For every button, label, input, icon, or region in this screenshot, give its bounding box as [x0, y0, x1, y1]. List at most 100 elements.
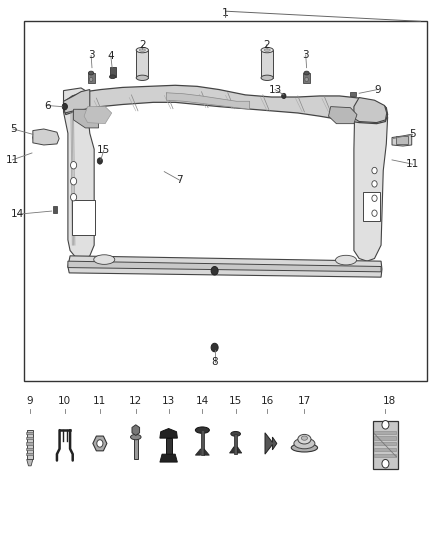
Circle shape — [89, 77, 93, 82]
Ellipse shape — [139, 49, 145, 51]
Bar — [26, 442, 33, 445]
Bar — [363, 192, 380, 221]
Polygon shape — [74, 109, 99, 128]
Ellipse shape — [298, 434, 311, 444]
Bar — [110, 67, 116, 77]
Polygon shape — [93, 436, 107, 451]
Circle shape — [71, 193, 77, 201]
Ellipse shape — [261, 47, 273, 53]
Bar — [396, 136, 408, 144]
Circle shape — [62, 103, 67, 110]
Bar — [26, 453, 33, 455]
Bar — [26, 432, 33, 434]
Circle shape — [372, 195, 377, 201]
Text: 9: 9 — [26, 396, 33, 406]
Polygon shape — [132, 425, 140, 435]
Text: 8: 8 — [211, 358, 218, 367]
Text: 3: 3 — [302, 50, 309, 60]
Circle shape — [372, 210, 377, 216]
Polygon shape — [328, 107, 357, 124]
Polygon shape — [354, 98, 387, 123]
Polygon shape — [68, 256, 382, 277]
Text: 18: 18 — [382, 396, 396, 406]
Polygon shape — [237, 447, 242, 453]
Circle shape — [211, 266, 218, 275]
Bar — [136, 50, 148, 78]
Text: 4: 4 — [107, 51, 114, 61]
Bar — [374, 448, 396, 451]
Bar — [373, 421, 398, 469]
Circle shape — [71, 161, 77, 169]
Circle shape — [97, 440, 103, 447]
Text: 6: 6 — [44, 101, 51, 110]
Circle shape — [305, 77, 308, 82]
Bar — [88, 73, 95, 83]
Text: 10: 10 — [58, 396, 71, 406]
Polygon shape — [392, 134, 412, 146]
Text: 15: 15 — [229, 396, 242, 406]
Bar — [201, 430, 204, 455]
Text: 2: 2 — [263, 40, 270, 50]
Ellipse shape — [304, 71, 309, 75]
Text: 15: 15 — [97, 146, 110, 155]
Circle shape — [211, 343, 218, 352]
Circle shape — [372, 167, 377, 174]
Text: 16: 16 — [261, 396, 274, 406]
Ellipse shape — [195, 427, 209, 433]
Bar — [72, 200, 95, 235]
Circle shape — [97, 158, 102, 164]
Text: 3: 3 — [88, 51, 95, 60]
Polygon shape — [204, 449, 209, 455]
Bar — [374, 437, 396, 440]
Bar — [374, 431, 396, 434]
Polygon shape — [64, 88, 94, 261]
Bar — [26, 437, 33, 439]
Ellipse shape — [94, 255, 115, 264]
Ellipse shape — [136, 47, 148, 53]
Circle shape — [382, 421, 389, 429]
Polygon shape — [166, 93, 250, 109]
Text: 5: 5 — [10, 124, 17, 134]
Ellipse shape — [110, 75, 116, 78]
Polygon shape — [265, 433, 277, 454]
Circle shape — [282, 93, 286, 99]
Polygon shape — [195, 449, 201, 455]
Ellipse shape — [131, 434, 141, 440]
Polygon shape — [160, 454, 177, 462]
Bar — [234, 434, 237, 454]
Bar — [374, 442, 396, 446]
Polygon shape — [354, 99, 388, 261]
Ellipse shape — [88, 71, 94, 75]
Text: 13: 13 — [162, 396, 175, 406]
Ellipse shape — [336, 255, 357, 265]
Ellipse shape — [291, 443, 318, 452]
Circle shape — [71, 177, 77, 185]
Ellipse shape — [231, 432, 240, 436]
Text: 1: 1 — [222, 8, 229, 18]
Polygon shape — [64, 85, 388, 124]
Text: 9: 9 — [374, 85, 381, 94]
Bar — [134, 438, 138, 459]
Text: 11: 11 — [406, 159, 419, 169]
Text: 12: 12 — [129, 396, 142, 406]
Text: 5: 5 — [409, 130, 416, 139]
Bar — [27, 430, 33, 459]
Ellipse shape — [264, 49, 270, 51]
Circle shape — [382, 459, 389, 468]
Polygon shape — [84, 107, 112, 124]
Ellipse shape — [294, 438, 315, 449]
Ellipse shape — [136, 75, 148, 80]
Polygon shape — [33, 129, 59, 145]
Circle shape — [372, 181, 377, 187]
Text: 7: 7 — [176, 175, 183, 185]
Bar — [374, 454, 396, 457]
Bar — [24, 21, 427, 381]
Bar — [261, 50, 273, 78]
Polygon shape — [27, 459, 33, 466]
Text: 11: 11 — [93, 396, 106, 406]
Ellipse shape — [301, 436, 307, 440]
Text: 17: 17 — [298, 396, 311, 406]
Bar — [303, 73, 310, 83]
Bar — [350, 92, 356, 96]
Text: 14: 14 — [196, 396, 209, 406]
